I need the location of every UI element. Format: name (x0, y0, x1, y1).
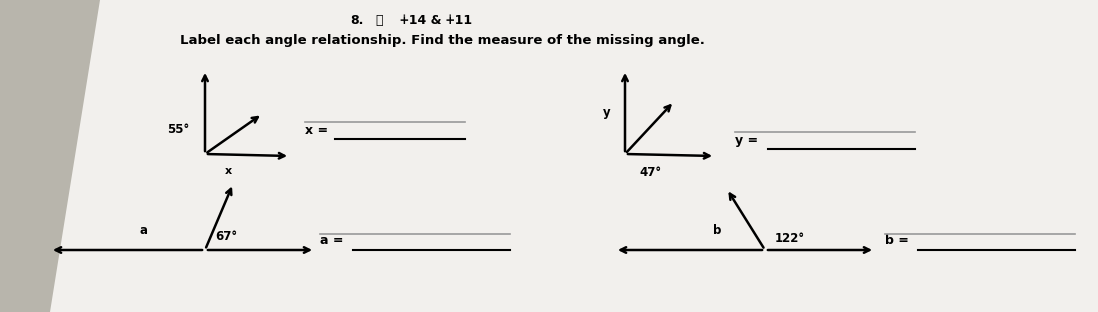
Text: b: b (713, 223, 721, 236)
Text: y =: y = (735, 134, 758, 147)
Text: 8.: 8. (350, 14, 363, 27)
Text: y: y (603, 105, 610, 119)
Text: x =: x = (305, 124, 328, 137)
Text: ⌢: ⌢ (376, 14, 382, 27)
Text: 55°: 55° (167, 123, 189, 135)
Text: a: a (141, 223, 148, 236)
Text: ∔14 & ∔11: ∔14 & ∔11 (400, 14, 472, 27)
Text: Label each angle relationship. Find the measure of the missing angle.: Label each angle relationship. Find the … (180, 34, 705, 47)
Text: 47°: 47° (639, 167, 661, 179)
Polygon shape (51, 0, 1098, 312)
Text: b =: b = (885, 233, 909, 246)
Text: 122°: 122° (775, 232, 805, 245)
Text: a =: a = (320, 233, 344, 246)
Text: x: x (225, 166, 232, 176)
Text: 67°: 67° (215, 230, 237, 243)
